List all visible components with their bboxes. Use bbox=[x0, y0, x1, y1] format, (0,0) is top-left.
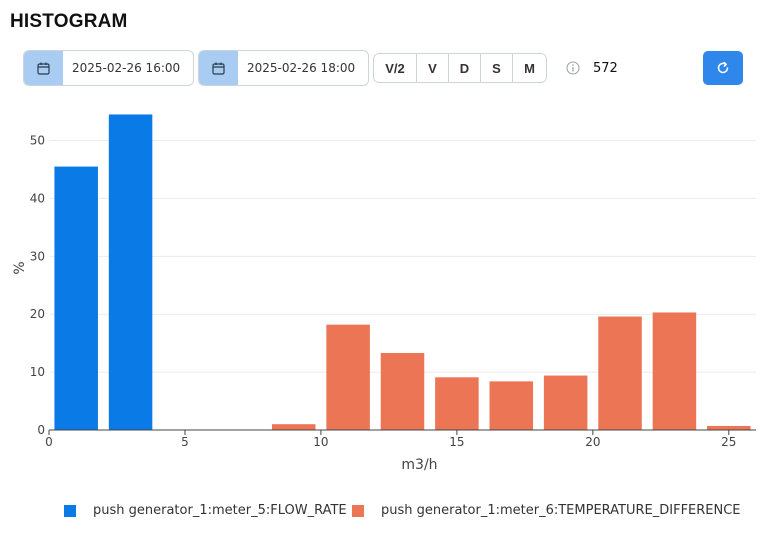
bar-series-0-3 bbox=[108, 114, 153, 430]
interval-button-s[interactable]: S bbox=[481, 54, 513, 82]
x-tick-label: 5 bbox=[181, 435, 189, 449]
legend-item-flow-rate[interactable]: push generator_1:meter_5:FLOW_RATE bbox=[64, 503, 347, 518]
y-tick-label: 20 bbox=[30, 307, 45, 321]
legend-label-flow-rate: push generator_1:meter_5:FLOW_RATE bbox=[93, 503, 347, 518]
x-tick-label: 25 bbox=[721, 435, 736, 449]
bar-series-1-9 bbox=[271, 424, 316, 430]
bar-series-1-17 bbox=[489, 381, 534, 430]
bar-series-1-21 bbox=[598, 316, 642, 430]
y-tick-label: 0 bbox=[37, 423, 45, 437]
bar-series-1-15 bbox=[435, 377, 479, 430]
interval-button-d[interactable]: D bbox=[449, 54, 481, 82]
calendar-icon[interactable] bbox=[199, 51, 238, 85]
start-date-value[interactable]: 2025-02-26 16:00 bbox=[72, 61, 181, 75]
end-date-value[interactable]: 2025-02-26 18:00 bbox=[247, 61, 356, 75]
legend-label-temperature-difference: push generator_1:meter_6:TEMPERATURE_DIF… bbox=[381, 503, 741, 518]
y-tick-label: 40 bbox=[30, 191, 45, 205]
x-tick-label: 10 bbox=[313, 435, 328, 449]
y-axis-label: % bbox=[12, 261, 28, 274]
x-tick-label: 0 bbox=[45, 435, 53, 449]
bar-series-1-13 bbox=[380, 353, 425, 430]
y-tick-label: 10 bbox=[30, 365, 45, 379]
bar-series-0-1 bbox=[54, 166, 98, 430]
x-tick-label: 20 bbox=[585, 435, 600, 449]
legend-swatch-temperature-difference bbox=[352, 504, 364, 517]
bar-series-1-23 bbox=[652, 312, 697, 430]
histogram-chart: 0 5 10 15 20 25 0 10 20 30 40 50 m3/h% bbox=[12, 114, 756, 473]
interval-button-m[interactable]: M bbox=[513, 54, 546, 82]
refresh-icon bbox=[717, 61, 729, 74]
legend-item-temperature-difference[interactable]: push generator_1:meter_6:TEMPERATURE_DIF… bbox=[352, 503, 741, 518]
page-title: HISTOGRAM bbox=[10, 11, 128, 32]
bar-series-1-19 bbox=[543, 375, 588, 430]
interval-selector: V/2 V D S M bbox=[373, 53, 547, 83]
chart-legend: push generator_1:meter_5:FLOW_RATE push … bbox=[0, 503, 761, 521]
interval-button-v[interactable]: V bbox=[417, 54, 449, 82]
x-tick-label: 15 bbox=[449, 435, 464, 449]
calendar-icon[interactable] bbox=[24, 51, 63, 85]
sample-count: 572 bbox=[593, 61, 618, 76]
interval-button-v2[interactable]: V/2 bbox=[374, 54, 417, 82]
refresh-button[interactable] bbox=[703, 51, 743, 85]
x-axis-label: m3/h bbox=[401, 457, 437, 473]
bar-series-1-25 bbox=[707, 425, 751, 430]
y-tick-label: 50 bbox=[30, 134, 45, 148]
start-date-picker[interactable]: 2025-02-26 16:00 bbox=[23, 50, 194, 86]
end-date-picker[interactable]: 2025-02-26 18:00 bbox=[198, 50, 369, 86]
legend-swatch-flow-rate bbox=[64, 504, 76, 517]
info-icon bbox=[566, 61, 580, 75]
bar-series-1-11 bbox=[326, 324, 370, 430]
y-tick-label: 30 bbox=[30, 249, 45, 263]
